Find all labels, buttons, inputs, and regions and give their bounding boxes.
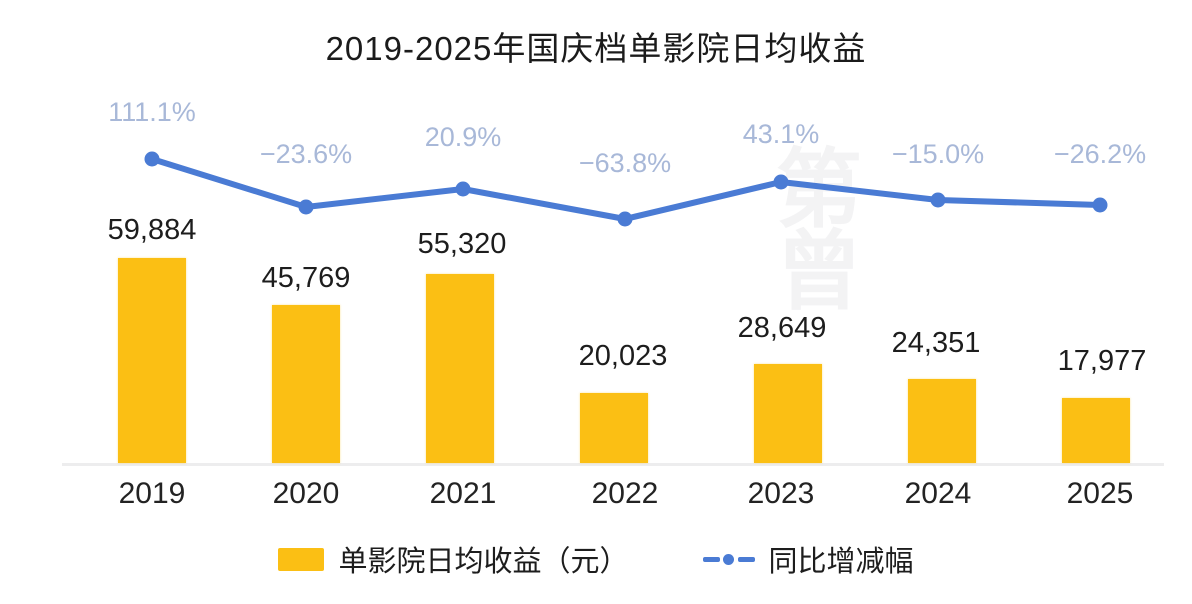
bar-value-label-2025: 17,977: [1057, 345, 1147, 377]
pct-label-2020: −23.6%: [259, 139, 353, 169]
legend-item-bar-series[interactable]: 单影院日均收益（元）: [278, 538, 629, 580]
legend-item-line-series[interactable]: 同比增减幅: [702, 538, 914, 580]
pct-label-2022: −63.8%: [578, 148, 672, 178]
pct-label-2019: 111.1%: [108, 97, 196, 127]
x-axis-label-2025: 2025: [1066, 477, 1134, 510]
pct-label-2021: 20.9%: [424, 122, 502, 152]
legend-label-bar-series: 单影院日均收益（元）: [338, 546, 629, 578]
legend-bar-swatch-icon: [278, 547, 325, 571]
chart-legend: 单影院日均收益（元） 同比增减幅: [0, 538, 1192, 580]
bar-2025: [1062, 398, 1130, 463]
pct-label-2025: −26.2%: [1053, 139, 1147, 169]
pct-label-2023: 43.1%: [742, 119, 820, 149]
bar-2020: [272, 305, 340, 463]
bar-2019: [118, 258, 186, 463]
x-axis-label-2023: 2023: [747, 477, 815, 510]
x-axis-label-2019: 2019: [118, 477, 186, 510]
bar-value-label-2023: 28,649: [737, 312, 827, 344]
bar-2023: [754, 364, 822, 463]
bar-value-label-2022: 20,023: [578, 340, 668, 372]
bar-2022: [580, 393, 648, 463]
bar-value-label-2021: 55,320: [417, 228, 507, 260]
bar-2024: [908, 379, 976, 463]
legend-label-line-series: 同比增减幅: [768, 546, 914, 578]
x-axis-baseline: [62, 463, 1164, 466]
bar-value-label-2020: 45,769: [261, 262, 351, 294]
legend-line-dot-swatch-icon: [702, 551, 755, 567]
bar-value-label-2024: 24,351: [891, 327, 981, 359]
x-axis-label-2022: 2022: [591, 477, 659, 510]
pct-label-2024: −15.0%: [891, 139, 985, 169]
bar-value-label-2019: 59,884: [107, 214, 197, 246]
x-axis-label-2021: 2021: [429, 477, 497, 510]
x-axis-label-2024: 2024: [904, 477, 972, 510]
chart-title: 2019-2025年国庆档单影院日均收益: [325, 30, 867, 67]
bar-2021: [426, 274, 494, 463]
x-axis-label-2020: 2020: [272, 477, 340, 510]
